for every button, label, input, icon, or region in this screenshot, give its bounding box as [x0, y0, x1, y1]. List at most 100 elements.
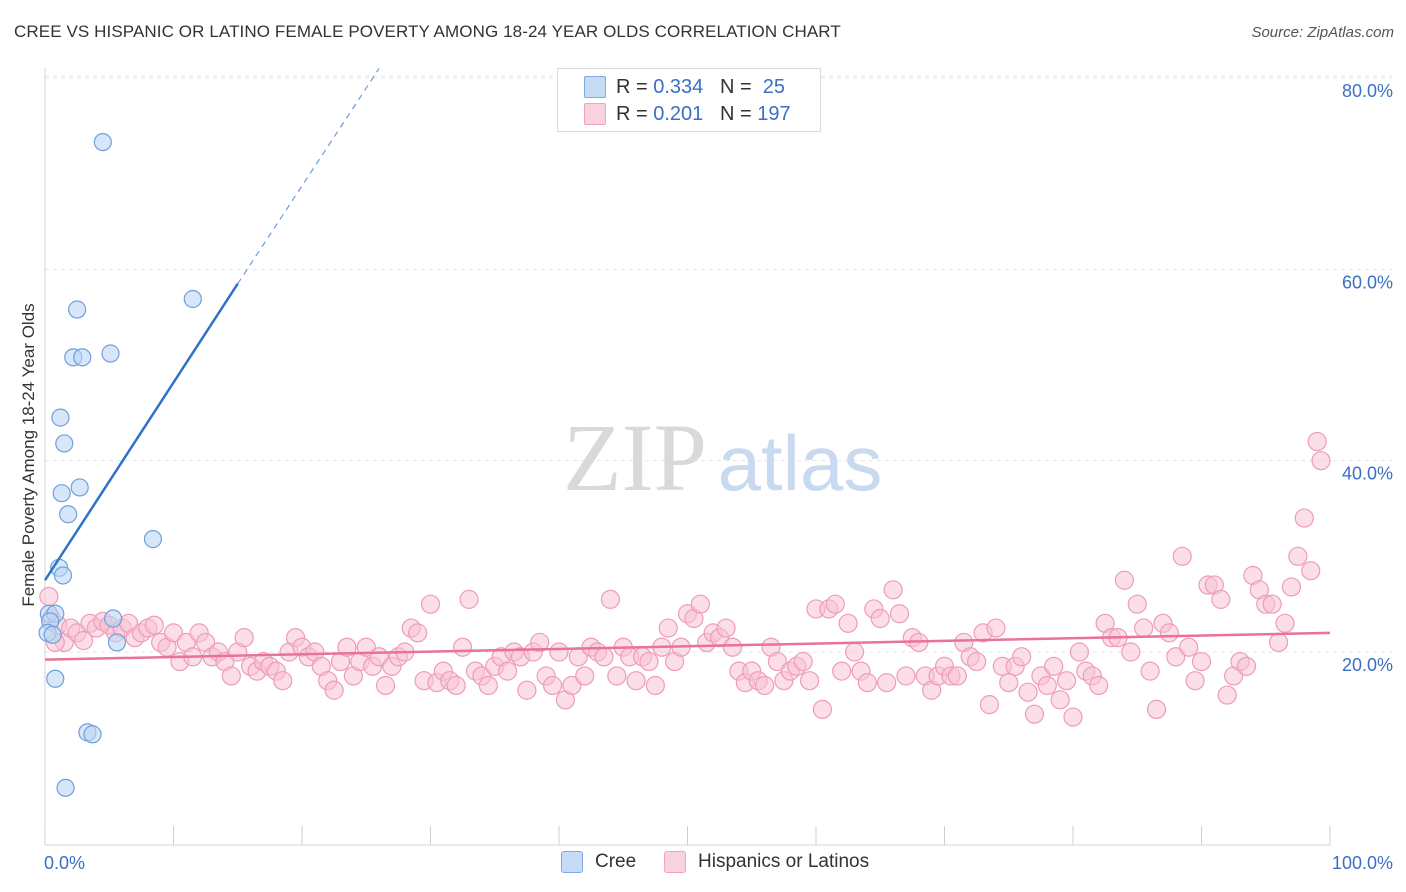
hispanic-point	[1037, 675, 1057, 696]
grid-lines	[45, 75, 1392, 653]
hispanic-point	[73, 630, 94, 651]
cree-point	[83, 725, 102, 744]
hispanic-point	[799, 671, 820, 691]
watermark-atlas: atlas	[718, 419, 883, 507]
legend-n-label: N =	[719, 102, 752, 125]
hispanic-point	[446, 675, 466, 696]
hispanic-point	[1159, 623, 1179, 643]
y-tick-label-40: 40.0%	[1342, 464, 1393, 484]
hispanic-point	[1262, 594, 1282, 614]
hispanic-point	[832, 661, 852, 681]
hispanic-point	[754, 675, 775, 696]
bottom-legend-hispanic: Hispanics or Latinos	[664, 851, 869, 873]
bottom-legend-label-hispanic: Hispanics or Latinos	[698, 851, 870, 872]
hispanic-point	[600, 589, 621, 609]
hispanic-point	[722, 637, 743, 657]
hispanic-point	[716, 618, 736, 638]
y-tick-label-20: 20.0%	[1342, 655, 1393, 675]
bottom-legend-cree: Cree	[561, 851, 636, 873]
hispanic-point	[324, 680, 344, 700]
hispanic-point	[221, 666, 241, 686]
hispanic-point	[517, 680, 537, 700]
hispanic-point	[498, 661, 518, 681]
hispanic-point	[420, 594, 441, 614]
hispanic-point	[549, 642, 569, 662]
watermark: ZIP atlas	[563, 404, 882, 511]
trend-lines	[43, 68, 1331, 661]
bottom-legend-label-cree: Cree	[595, 851, 637, 872]
tick-labels: 20.0% 40.0% 60.0% 80.0% 0.0% 100.0%	[44, 81, 1393, 873]
hispanic-point	[979, 695, 1000, 715]
hispanic-point	[39, 586, 59, 607]
hispanic-point	[1044, 656, 1064, 676]
hispanic-point	[1024, 704, 1045, 724]
hispanic-point	[530, 632, 550, 653]
hispanic-point	[825, 594, 845, 614]
cree-point	[68, 300, 87, 319]
hispanic-point	[1127, 594, 1147, 614]
hispanic-point	[1011, 647, 1032, 667]
hispanic-point	[1134, 618, 1154, 638]
hispanic-point	[1311, 451, 1331, 471]
hispanic-point	[838, 613, 858, 633]
hispanic-point	[645, 675, 665, 696]
hispanic-point	[658, 618, 678, 638]
cree-point	[183, 289, 202, 309]
hispanic-point	[408, 623, 428, 643]
legend-r-value-hispanic: 0.201	[653, 102, 704, 125]
legend-n-value-hispanic: 197	[757, 102, 791, 125]
hispanic-point	[877, 673, 897, 693]
hispanic-point	[1217, 685, 1237, 705]
hispanic-point	[967, 651, 987, 672]
cree-point	[56, 778, 75, 797]
hispanic-point	[1236, 656, 1257, 676]
hispanic-point	[1301, 561, 1321, 581]
y-axis-label: Female Poverty Among 18-24 Year Olds	[19, 303, 38, 606]
hispanic-point	[1191, 651, 1212, 672]
hispanic-point	[1063, 707, 1083, 727]
hispanic-point	[1294, 508, 1314, 528]
cree-point	[53, 566, 73, 585]
cree-point	[73, 348, 92, 367]
cree-point	[46, 669, 65, 688]
hispanic-point	[234, 628, 254, 648]
watermark-zip: ZIP	[563, 404, 707, 511]
legend-r-value-cree: 0.334	[653, 75, 704, 98]
hispanic-point	[812, 699, 833, 720]
hispanic-point	[870, 608, 890, 629]
hispanic-point	[478, 675, 498, 696]
hispanic-point	[1146, 699, 1167, 720]
hispanic-point	[626, 671, 646, 691]
hispanic-point	[575, 666, 595, 686]
hispanic-point	[1166, 647, 1186, 667]
cree-point	[59, 505, 78, 524]
hispanic-point	[857, 673, 878, 693]
axes	[44, 68, 1331, 846]
hispanic-point	[767, 651, 788, 672]
hispanic-point	[1281, 577, 1302, 597]
correlation-legend: R = 0.334 N = 25 R = 0.201 N = 197	[557, 68, 821, 132]
x-tick-label-max: 100.0%	[1332, 853, 1393, 873]
hispanic-point	[639, 651, 659, 672]
hispanic-point	[1056, 671, 1077, 691]
hispanic-point	[844, 642, 865, 662]
cree-point	[143, 530, 163, 549]
hispanic-point	[337, 637, 357, 657]
hispanic-point	[986, 618, 1006, 638]
hispanic-point	[1307, 431, 1327, 452]
legend-swatch-hispanic	[584, 103, 606, 125]
hispanic-point	[1114, 570, 1135, 590]
cree-point	[107, 633, 127, 652]
hispanic-point	[144, 615, 164, 635]
hispanic-point	[453, 637, 473, 657]
y-tick-label-80: 80.0%	[1342, 81, 1393, 101]
legend-swatch-cree	[584, 76, 606, 98]
hispanic-point	[1288, 546, 1308, 566]
hispanic-point	[1069, 642, 1090, 662]
hispanic-point	[1211, 589, 1231, 609]
hispanic-point	[273, 671, 293, 691]
hispanic-point	[1018, 682, 1038, 702]
hispanic-point	[889, 604, 910, 624]
hispanic-point	[375, 675, 396, 696]
